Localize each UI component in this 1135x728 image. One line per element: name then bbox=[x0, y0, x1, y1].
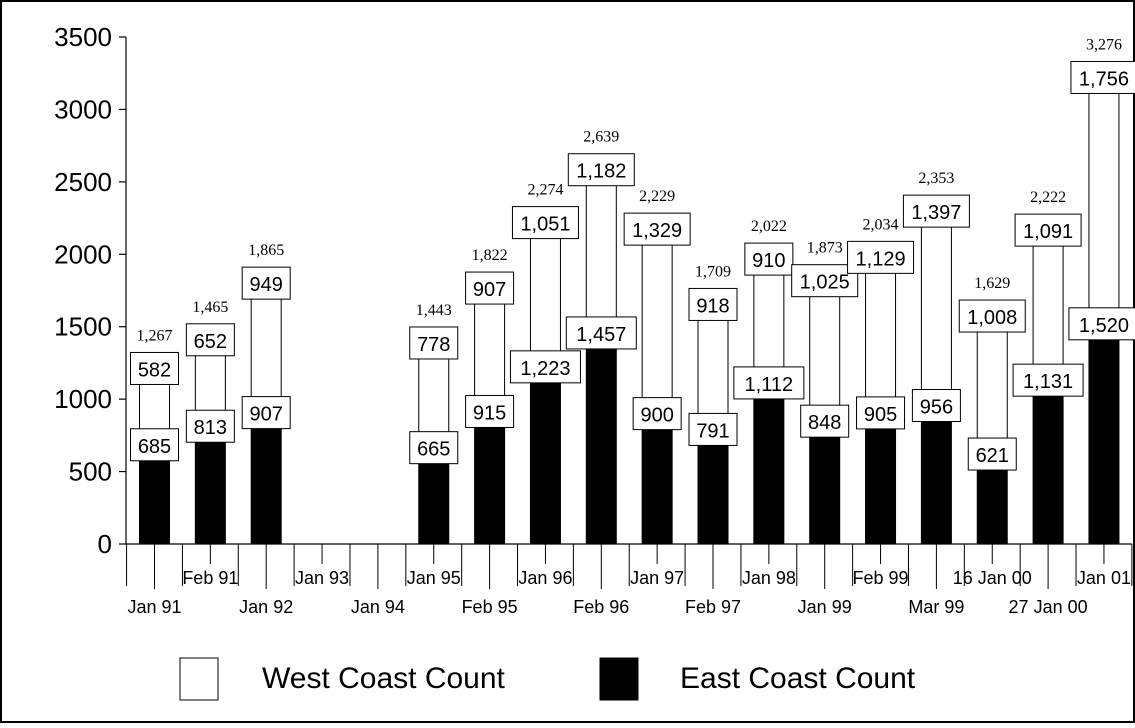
total-data-label: 1,709 bbox=[695, 263, 731, 280]
x-tick-label: 16 Jan 00 bbox=[953, 568, 1032, 588]
west-data-label: 1,008 bbox=[967, 307, 1017, 329]
west-data-label: 1,051 bbox=[520, 214, 570, 236]
x-tick-label: Feb 96 bbox=[573, 597, 629, 617]
total-data-label: 1,465 bbox=[192, 299, 228, 316]
west-data-label: 652 bbox=[194, 331, 227, 353]
x-tick-label: Feb 99 bbox=[853, 568, 909, 588]
east-data-label: 1,112 bbox=[745, 374, 794, 396]
east-data-label: 685 bbox=[138, 436, 171, 458]
legend-label: East Coast Count bbox=[680, 662, 916, 695]
bar-east-coast bbox=[642, 414, 672, 544]
west-data-label: 582 bbox=[138, 359, 171, 381]
bar-east-coast bbox=[1033, 380, 1063, 544]
east-data-label: 900 bbox=[640, 405, 673, 427]
x-tick-label: Jan 01 bbox=[1077, 568, 1131, 588]
y-tick-label: 0 bbox=[98, 529, 112, 559]
total-data-label: 1,865 bbox=[248, 242, 284, 259]
bar-east-coast bbox=[475, 411, 505, 544]
total-data-label: 1,629 bbox=[974, 275, 1010, 292]
east-data-label: 915 bbox=[473, 402, 506, 424]
west-data-label: 1,025 bbox=[800, 272, 850, 294]
east-data-label: 1,457 bbox=[576, 324, 626, 346]
bar-east-coast bbox=[866, 413, 896, 544]
total-data-label: 2,222 bbox=[1030, 189, 1066, 206]
bar-east-coast bbox=[530, 367, 560, 544]
west-data-label: 907 bbox=[473, 279, 506, 301]
east-data-label: 907 bbox=[250, 404, 283, 426]
bar-east-coast bbox=[754, 383, 784, 544]
x-tick-label: Mar 99 bbox=[908, 597, 964, 617]
bar-west-coast bbox=[866, 249, 896, 413]
west-data-label: 1,182 bbox=[576, 161, 626, 183]
total-data-label: 1,267 bbox=[137, 327, 173, 344]
bar-west-coast bbox=[586, 162, 616, 333]
bar-west-coast bbox=[921, 203, 951, 405]
east-data-label: 1,520 bbox=[1079, 315, 1129, 337]
west-data-label: 949 bbox=[250, 274, 283, 296]
x-tick-label: Jan 99 bbox=[798, 597, 852, 617]
x-tick-label: Jan 91 bbox=[127, 597, 181, 617]
east-data-label: 621 bbox=[976, 445, 1009, 467]
total-data-label: 1,822 bbox=[472, 247, 508, 264]
west-data-label: 910 bbox=[752, 250, 785, 272]
x-tick-label: Jan 95 bbox=[407, 568, 461, 588]
y-tick-label: 3500 bbox=[54, 22, 112, 52]
east-data-label: 791 bbox=[696, 420, 729, 442]
east-data-label: 848 bbox=[808, 412, 841, 434]
west-data-label: 1,091 bbox=[1023, 221, 1073, 243]
total-data-label: 2,229 bbox=[639, 188, 675, 205]
east-data-label: 1,131 bbox=[1023, 371, 1073, 393]
y-tick-label: 2000 bbox=[54, 239, 112, 269]
total-data-label: 2,274 bbox=[527, 182, 563, 199]
x-tick-label: Jan 93 bbox=[295, 568, 349, 588]
east-data-label: 956 bbox=[920, 397, 953, 419]
bar-east-coast bbox=[586, 333, 616, 544]
x-tick-label: Jan 97 bbox=[630, 568, 684, 588]
total-data-label: 2,022 bbox=[751, 218, 787, 235]
west-data-label: 1,329 bbox=[632, 220, 682, 242]
east-data-label: 813 bbox=[194, 417, 227, 439]
y-tick-label: 2500 bbox=[54, 167, 112, 197]
bar-west-coast bbox=[1089, 69, 1119, 323]
y-tick-label: 3000 bbox=[54, 94, 112, 124]
east-data-label: 665 bbox=[417, 439, 450, 461]
legend-swatch bbox=[600, 658, 638, 700]
total-data-label: 1,443 bbox=[416, 302, 452, 319]
total-data-label: 2,639 bbox=[583, 129, 619, 146]
bar-east-coast bbox=[921, 406, 951, 544]
y-tick-label: 1500 bbox=[54, 312, 112, 342]
bar-west-coast bbox=[642, 221, 672, 414]
east-data-label: 905 bbox=[864, 404, 897, 426]
total-data-label: 2,034 bbox=[863, 216, 899, 233]
x-tick-label: Jan 92 bbox=[239, 597, 293, 617]
bar-east-coast bbox=[195, 426, 225, 544]
bar-east-coast bbox=[1089, 324, 1119, 544]
bar-east-coast bbox=[698, 429, 728, 544]
west-data-label: 1,129 bbox=[856, 248, 906, 270]
legend-swatch bbox=[180, 658, 218, 700]
x-tick-label: Feb 95 bbox=[462, 597, 518, 617]
x-tick-label: Jan 94 bbox=[351, 597, 405, 617]
west-data-label: 918 bbox=[696, 295, 729, 317]
y-tick-label: 500 bbox=[69, 457, 112, 487]
x-tick-label: Jan 98 bbox=[742, 568, 796, 588]
legend-label: West Coast Count bbox=[262, 662, 506, 695]
east-data-label: 1,223 bbox=[520, 358, 570, 380]
west-data-label: 1,756 bbox=[1079, 68, 1129, 90]
x-tick-label: Jan 96 bbox=[518, 568, 572, 588]
x-tick-label: Feb 97 bbox=[685, 597, 741, 617]
total-data-label: 3,276 bbox=[1086, 36, 1122, 53]
x-tick-label: 27 Jan 00 bbox=[1009, 597, 1088, 617]
bar-east-coast bbox=[810, 421, 840, 544]
total-data-label: 2,353 bbox=[918, 170, 954, 187]
y-tick-label: 1000 bbox=[54, 384, 112, 414]
bar-east-coast bbox=[251, 413, 281, 544]
west-data-label: 1,397 bbox=[911, 202, 961, 224]
total-data-label: 1,873 bbox=[807, 240, 843, 257]
x-tick-label: Feb 91 bbox=[182, 568, 238, 588]
west-data-label: 778 bbox=[417, 334, 450, 356]
